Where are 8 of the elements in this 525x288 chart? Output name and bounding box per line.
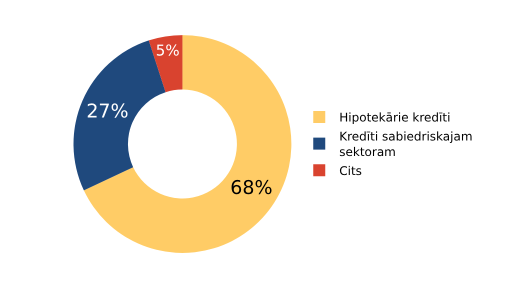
donut-slice — [84, 35, 292, 253]
legend-label: Kredīti sabiedriskajam sektoram — [339, 129, 473, 160]
legend-label: Hipotekārie kredīti — [339, 110, 450, 125]
legend-label: Cits — [339, 164, 362, 178]
data-label: 5% — [156, 42, 180, 60]
data-label: 68% — [230, 176, 273, 199]
donut-slice — [148, 35, 182, 92]
data-label: 27% — [86, 100, 129, 123]
